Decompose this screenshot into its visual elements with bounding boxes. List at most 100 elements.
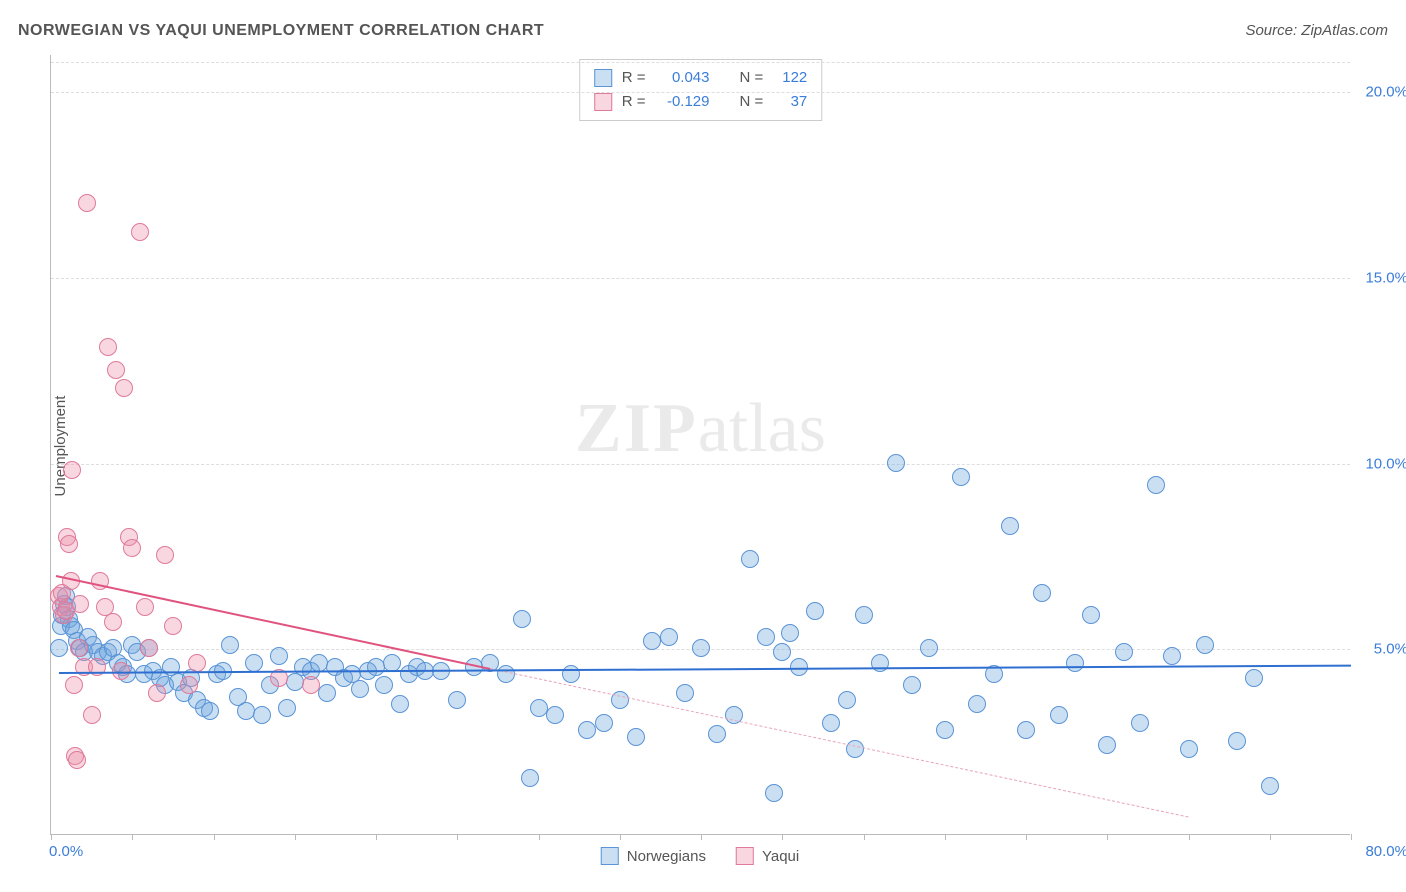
scatter-point — [270, 647, 288, 665]
scatter-point — [765, 784, 783, 802]
scatter-point — [757, 628, 775, 646]
x-tick — [1107, 834, 1108, 840]
scatter-point — [838, 691, 856, 709]
chart-area: ZIPatlas R =0.043N =122R =-0.129N =37 5.… — [50, 55, 1350, 835]
scatter-point — [513, 610, 531, 628]
scatter-point — [1147, 476, 1165, 494]
scatter-point — [302, 676, 320, 694]
scatter-point — [140, 639, 158, 657]
scatter-point — [1228, 732, 1246, 750]
scatter-point — [781, 624, 799, 642]
x-tick — [457, 834, 458, 840]
legend-series: Norwegians Yaqui — [601, 847, 799, 865]
scatter-point — [1131, 714, 1149, 732]
legend-n-label: N = — [740, 66, 764, 90]
scatter-point — [627, 728, 645, 746]
x-tick-label: 80.0% — [1365, 843, 1406, 860]
scatter-point — [1033, 584, 1051, 602]
scatter-point — [578, 721, 596, 739]
chart-header: NORWEGIAN VS YAQUI UNEMPLOYMENT CORRELAT… — [18, 22, 1388, 40]
scatter-point — [936, 721, 954, 739]
scatter-point — [1098, 736, 1116, 754]
watermark-zip: ZIP — [575, 390, 698, 467]
scatter-point — [903, 676, 921, 694]
scatter-point — [806, 602, 824, 620]
scatter-point — [952, 468, 970, 486]
legend-swatch — [594, 69, 612, 87]
scatter-point — [1196, 636, 1214, 654]
legend-r-label: R = — [622, 66, 646, 90]
x-tick — [132, 834, 133, 840]
scatter-point — [237, 702, 255, 720]
legend-r-label: R = — [622, 90, 646, 114]
scatter-point — [136, 598, 154, 616]
scatter-point — [546, 706, 564, 724]
scatter-point — [131, 223, 149, 241]
scatter-point — [245, 654, 263, 672]
scatter-point — [920, 639, 938, 657]
legend-r-value: 0.043 — [656, 66, 710, 90]
legend-item: Norwegians — [601, 847, 706, 865]
gridline — [51, 92, 1350, 93]
scatter-point — [708, 725, 726, 743]
scatter-point — [310, 654, 328, 672]
scatter-point — [595, 714, 613, 732]
x-tick — [945, 834, 946, 840]
scatter-point — [78, 194, 96, 212]
legend-swatch — [594, 93, 612, 111]
x-tick — [782, 834, 783, 840]
scatter-point — [123, 539, 141, 557]
legend-n-label: N = — [740, 90, 764, 114]
legend-r-value: -0.129 — [656, 90, 710, 114]
x-tick — [1351, 834, 1352, 840]
x-tick — [1270, 834, 1271, 840]
plot-region: ZIPatlas R =0.043N =122R =-0.129N =37 5.… — [50, 55, 1350, 835]
chart-source: Source: ZipAtlas.com — [1245, 22, 1388, 39]
scatter-point — [70, 639, 88, 657]
scatter-point — [65, 676, 83, 694]
trend-line-dashed — [490, 668, 1189, 818]
scatter-point — [83, 706, 101, 724]
legend-item: Yaqui — [736, 847, 799, 865]
x-tick — [701, 834, 702, 840]
scatter-point — [375, 676, 393, 694]
gridline — [51, 464, 1350, 465]
y-tick-label: 10.0% — [1365, 455, 1406, 472]
scatter-point — [180, 676, 198, 694]
scatter-point — [676, 684, 694, 702]
scatter-point — [1180, 740, 1198, 758]
x-tick — [1189, 834, 1190, 840]
scatter-point — [71, 595, 89, 613]
scatter-point — [1066, 654, 1084, 672]
scatter-point — [115, 379, 133, 397]
scatter-point — [1082, 606, 1100, 624]
x-tick — [51, 834, 52, 840]
scatter-point — [351, 680, 369, 698]
scatter-point — [1050, 706, 1068, 724]
scatter-point — [1115, 643, 1133, 661]
legend-n-value: 122 — [773, 66, 807, 90]
legend-label: Norwegians — [627, 848, 706, 865]
scatter-point — [1001, 517, 1019, 535]
scatter-point — [60, 535, 78, 553]
x-tick-label: 0.0% — [49, 843, 83, 860]
chart-title: NORWEGIAN VS YAQUI UNEMPLOYMENT CORRELAT… — [18, 22, 544, 40]
scatter-point — [148, 684, 166, 702]
scatter-point — [448, 691, 466, 709]
x-tick — [539, 834, 540, 840]
legend-swatch — [736, 847, 754, 865]
y-tick-label: 20.0% — [1365, 84, 1406, 101]
scatter-point — [107, 361, 125, 379]
scatter-point — [521, 769, 539, 787]
scatter-point — [773, 643, 791, 661]
x-tick — [620, 834, 621, 840]
scatter-point — [562, 665, 580, 683]
scatter-point — [68, 751, 86, 769]
scatter-point — [112, 662, 130, 680]
scatter-point — [156, 546, 174, 564]
scatter-point — [367, 658, 385, 676]
scatter-point — [871, 654, 889, 672]
scatter-point — [968, 695, 986, 713]
scatter-point — [741, 550, 759, 568]
scatter-point — [63, 461, 81, 479]
